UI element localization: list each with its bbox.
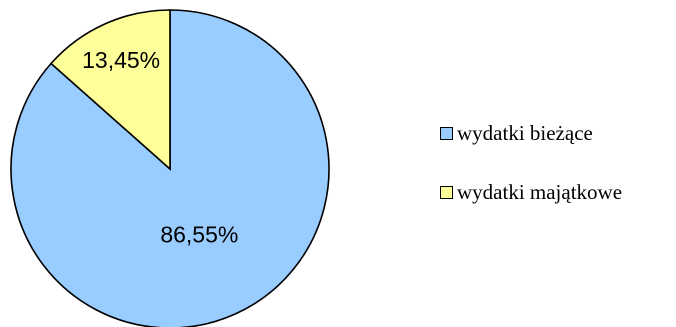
legend-item-wydatki-majatkowe: wydatki majątkowe xyxy=(440,177,622,207)
legend-swatch-wydatki-majatkowe xyxy=(440,185,453,199)
legend-label-wydatki-majatkowe: wydatki majątkowe xyxy=(457,179,623,204)
chart-legend: wydatki bieżące wydatki majątkowe xyxy=(440,118,622,236)
legend-label-wydatki-biezace: wydatki bieżące xyxy=(457,120,593,145)
pie-label-wydatki-majatkowe: 13,45% xyxy=(82,47,160,73)
legend-swatch-wydatki-biezace xyxy=(440,126,453,140)
pie-slices xyxy=(10,9,330,327)
pie-labels: 86,55% 13,45% xyxy=(82,47,238,247)
pie-label-wydatki-biezace: 86,55% xyxy=(160,221,238,247)
legend-item-wydatki-biezace: wydatki bieżące xyxy=(440,118,622,148)
pie-slice-wydatki-majatkowe xyxy=(49,9,171,171)
